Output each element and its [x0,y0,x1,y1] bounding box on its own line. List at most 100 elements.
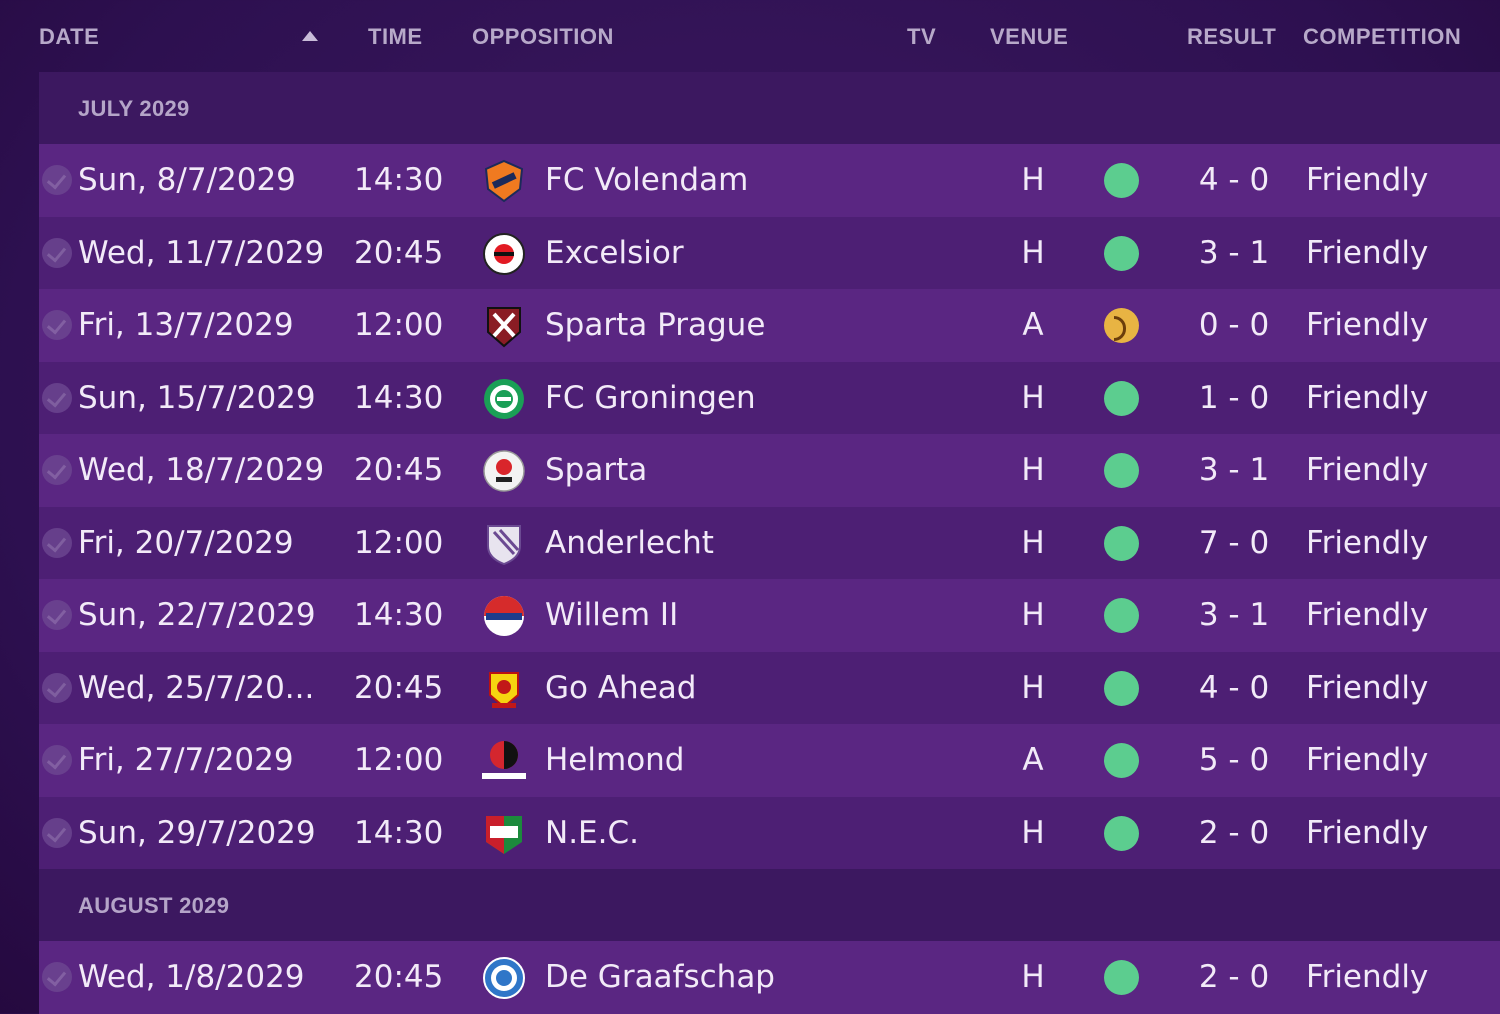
win-indicator-icon [1104,453,1139,488]
venue: H [1021,234,1045,271]
table-row[interactable]: Fri, 20/7/2029 12:00 Anderlecht H 7 - 0 Frien… [39,506,1500,579]
column-header-competition[interactable]: COMPETITION [1303,24,1462,49]
opposition-name[interactable]: Sparta Prague [545,307,766,343]
competition[interactable]: Friendly [1306,524,1429,561]
nec-badge-icon[interactable] [482,812,526,856]
column-header-opposition[interactable]: OPPOSITION [472,24,614,49]
match-date: Wed, 11/7/2029 [78,234,325,271]
table-row[interactable]: Sun, 8/7/2029 14:30 FC Volendam H 4 - 0 Frien… [39,144,1500,217]
table-row[interactable]: Wed, 1/8/2029 20:45 De Graafschap H 2 - 0 Fri… [39,941,1500,1014]
win-indicator-icon [1104,235,1139,271]
match-result[interactable]: 0 - 0 [1198,307,1270,343]
match-time: 12:00 [354,742,444,778]
opposition-name[interactable]: Anderlecht [545,524,714,561]
excelsior-badge-icon[interactable] [482,232,526,276]
table-row[interactable]: Sun, 22/7/2029 14:30 Willem II H 3 - 1 Friend… [39,579,1500,652]
competition[interactable]: Friendly [1306,379,1429,416]
column-header-venue[interactable]: VENUE [990,24,1069,49]
match-result[interactable]: 3 - 1 [1198,452,1270,488]
column-header-tv[interactable]: TV [907,24,937,49]
venue: H [1021,959,1045,995]
match-date: Fri, 27/7/2029 [78,742,294,778]
opposition-name[interactable]: N.E.C. [545,814,639,851]
helmond-badge-icon[interactable] [482,739,526,783]
match-time: 14:30 [354,814,444,851]
match-result[interactable]: 1 - 0 [1198,379,1270,416]
match-result[interactable]: 4 - 0 [1198,669,1270,706]
table-row[interactable]: Wed, 11/7/2029 20:45 Excelsior H 3 - 1 Friend… [39,216,1500,289]
win-indicator-icon [1104,163,1139,198]
competition[interactable]: Friendly [1306,162,1429,198]
opposition-name[interactable]: Excelsior [545,234,684,271]
table-row[interactable]: Wed, 18/7/2029 20:45 Sparta H 3 - 1 Friendly [39,434,1500,507]
match-date: Fri, 20/7/2029 [78,524,294,561]
column-header-time[interactable]: TIME [368,24,423,49]
venue: H [1021,597,1045,633]
match-time: 12:00 [354,524,444,561]
venue: H [1021,814,1045,851]
column-header-date[interactable]: DATE [39,24,100,49]
table-row[interactable]: Sun, 29/7/2029 14:30 N.E.C. H 2 - 0 Friendly [39,796,1500,869]
match-result[interactable]: 2 - 0 [1198,959,1270,995]
competition[interactable]: Friendly [1306,234,1429,271]
opposition-name[interactable]: FC Groningen [545,379,756,416]
match-date: Sun, 8/7/2029 [78,162,296,198]
match-result[interactable]: 4 - 0 [1198,162,1270,198]
opposition-name[interactable]: Willem II [545,597,679,633]
match-time: 20:45 [354,234,444,271]
table-header: DATE TIME OPPOSITION TV VENUE RESULT COM… [0,0,1500,72]
check-icon [42,600,72,630]
match-result[interactable]: 2 - 0 [1198,814,1270,851]
column-header-result[interactable]: RESULT [1187,24,1277,49]
table-row[interactable]: Fri, 27/7/2029 12:00 Helmond A 5 - 0 Friendly [39,724,1500,797]
table-row[interactable]: Wed, 25/7/20... 20:45 Go Ahead H 4 - 0 Friend… [39,651,1500,724]
competition[interactable]: Friendly [1306,669,1429,706]
venue: H [1021,524,1045,561]
win-indicator-icon [1104,743,1139,778]
competition[interactable]: Friendly [1306,814,1429,851]
match-time: 20:45 [354,669,444,706]
table-row[interactable]: Sun, 15/7/2029 14:30 FC Groningen H 1 - 0 Fri… [39,361,1500,434]
match-result[interactable]: 3 - 1 [1198,234,1270,271]
match-date: Sun, 22/7/2029 [78,597,316,633]
opposition-name[interactable]: FC Volendam [545,162,749,198]
venue: H [1021,669,1045,706]
competition[interactable]: Friendly [1306,959,1429,995]
opposition-name[interactable]: Sparta [545,452,648,488]
anderlecht-badge-icon[interactable] [482,522,526,566]
match-result[interactable]: 7 - 0 [1198,524,1270,561]
competition[interactable]: Friendly [1306,597,1429,633]
competition[interactable]: Friendly [1306,742,1429,778]
match-date: Fri, 13/7/2029 [78,307,294,343]
match-time: 14:30 [354,379,444,416]
check-icon [42,672,72,703]
sparta-badge-icon[interactable] [482,449,526,493]
month-label: JULY 2029 [78,96,190,121]
match-result[interactable]: 3 - 1 [1198,597,1270,633]
competition[interactable]: Friendly [1306,307,1429,343]
check-icon [42,382,72,413]
sort-up-icon[interactable] [302,31,318,41]
opposition-name[interactable]: Helmond [545,742,685,778]
groningen-badge-icon[interactable] [482,377,526,421]
venue: A [1022,742,1044,778]
goahead-badge-icon[interactable] [482,667,526,711]
table-row[interactable]: Fri, 13/7/2029 12:00 Sparta Prague A 0 - 0 Fr… [39,289,1500,362]
month-header: AUGUST 2029 [39,869,1500,941]
draw-indicator-icon [1104,308,1139,343]
willem-badge-icon[interactable] [482,594,526,638]
match-time: 12:00 [354,307,444,343]
opposition-name[interactable]: Go Ahead [545,669,697,706]
win-indicator-icon [1104,670,1139,706]
check-icon [42,310,72,340]
month-label: AUGUST 2029 [78,893,230,918]
win-indicator-icon [1104,815,1139,851]
check-icon [42,455,72,485]
graafschap-badge-icon[interactable] [482,956,526,1000]
sparta-prague-badge-icon[interactable] [482,304,526,348]
check-icon [42,817,72,848]
volendam-badge-icon[interactable] [482,159,526,203]
competition[interactable]: Friendly [1306,452,1429,488]
match-result[interactable]: 5 - 0 [1198,742,1270,778]
opposition-name[interactable]: De Graafschap [545,959,775,995]
